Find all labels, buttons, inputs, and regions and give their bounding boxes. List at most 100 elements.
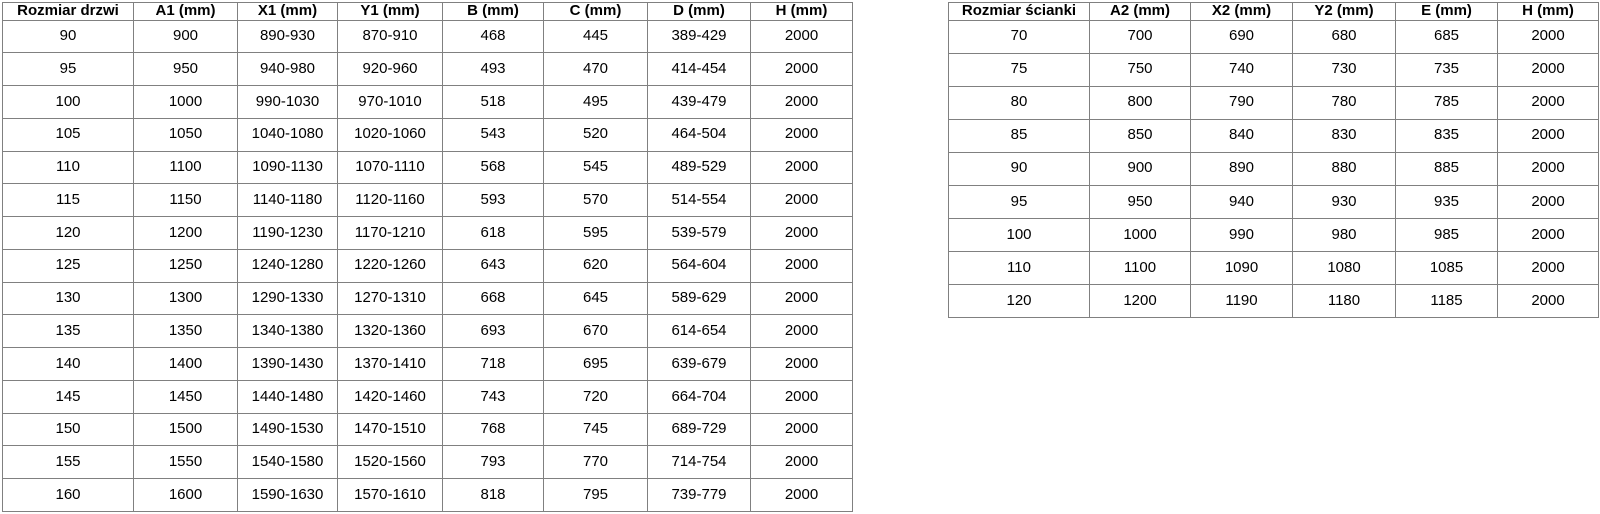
cell: 920-960 (337, 52, 443, 87)
cell: 90 (948, 151, 1090, 186)
cell: 990-1030 (237, 85, 338, 119)
cell: 545 (543, 150, 648, 185)
header-row: Rozmiar drzwi A1 (mm) X1 (mm) Y1 (mm) B (mm)… (2, 2, 853, 21)
cell: 940 (1190, 184, 1293, 219)
cell: 2000 (750, 248, 853, 283)
cell: 1270-1310 (337, 281, 443, 316)
cell: 120 (2, 216, 134, 250)
column-header: H (mm) (750, 2, 853, 21)
cell: 493 (442, 52, 544, 87)
cell: 2000 (750, 52, 853, 87)
table-row: 110 1100 1090 1080 1085 2000 (948, 250, 1599, 285)
cell: 1200 (1089, 283, 1191, 319)
cell: 570 (543, 183, 648, 218)
cell: 414-454 (647, 52, 751, 87)
column-header: X2 (mm) (1190, 2, 1293, 21)
column-header: D (mm) (647, 2, 751, 21)
cell: 935 (1395, 184, 1498, 219)
cell: 1000 (1089, 217, 1191, 252)
table-row: 90 900 890-930 870-910 468 445 389-429 2000 (2, 19, 853, 54)
cell: 100 (2, 85, 134, 119)
table-row: 150 1500 1490-1530 1470-1510 768 745 689-729 20… (2, 412, 853, 447)
cell: 1090-1130 (237, 150, 338, 185)
cell: 115 (2, 183, 134, 218)
cell: 110 (948, 250, 1090, 285)
cell: 795 (543, 478, 648, 512)
cell: 800 (1089, 85, 1191, 120)
cell: 670 (543, 314, 648, 349)
cell: 818 (442, 478, 544, 512)
cell: 593 (442, 183, 544, 218)
cell: 780 (1292, 85, 1396, 120)
table-row: 110 1100 1090-1130 1070-1110 568 545 489-529 20… (2, 150, 853, 185)
column-header: X1 (mm) (237, 2, 338, 21)
cell: 595 (543, 216, 648, 250)
cell: 885 (1395, 151, 1498, 186)
cell: 1450 (133, 379, 238, 414)
cell: 120 (948, 283, 1090, 319)
cell: 1320-1360 (337, 314, 443, 349)
cell: 880 (1292, 151, 1396, 186)
cell: 1020-1060 (337, 117, 443, 152)
cell: 70 (948, 19, 1090, 54)
cell: 389-429 (647, 19, 751, 54)
cell: 1185 (1395, 283, 1498, 319)
cell: 793 (442, 445, 544, 480)
cell: 2000 (750, 117, 853, 152)
cell: 1200 (133, 216, 238, 250)
cell: 890-930 (237, 19, 338, 54)
table-row: 160 1600 1590-1630 1570-1610 818 795 739-779 20… (2, 478, 853, 512)
column-header: Y1 (mm) (337, 2, 443, 21)
cell: 940-980 (237, 52, 338, 87)
cell: 720 (543, 379, 648, 414)
cell: 645 (543, 281, 648, 316)
cell: 2000 (1497, 85, 1599, 120)
cell: 514-554 (647, 183, 751, 218)
cell: 618 (442, 216, 544, 250)
cell: 130 (2, 281, 134, 316)
cell: 1150 (133, 183, 238, 218)
cell: 2000 (750, 445, 853, 480)
column-header: Y2 (mm) (1292, 2, 1396, 21)
table-row: 85 850 840 830 835 2000 (948, 118, 1599, 153)
table-row: 100 1000 990-1030 970-1010 518 495 439-479 2000 (2, 85, 853, 119)
cell: 518 (442, 85, 544, 119)
cell: 790 (1190, 85, 1293, 120)
column-header: C (mm) (543, 2, 648, 21)
cell: 2000 (1497, 52, 1599, 87)
cell: 95 (2, 52, 134, 87)
cell: 85 (948, 118, 1090, 153)
cell: 2000 (750, 19, 853, 54)
cell: 900 (1089, 151, 1191, 186)
cell: 2000 (1497, 151, 1599, 186)
cell: 770 (543, 445, 648, 480)
cell: 439-479 (647, 85, 751, 119)
cell: 1340-1380 (237, 314, 338, 349)
table-row: 105 1050 1040-1080 1020-1060 543 520 464-504 20… (2, 117, 853, 152)
cell: 850 (1089, 118, 1191, 153)
cell: 668 (442, 281, 544, 316)
cell: 100 (948, 217, 1090, 252)
cell: 930 (1292, 184, 1396, 219)
column-header: Rozmiar ścianki (948, 2, 1090, 21)
cell: 1570-1610 (337, 478, 443, 512)
cell: 2000 (750, 347, 853, 381)
cell: 95 (948, 184, 1090, 219)
cell: 950 (133, 52, 238, 87)
cell: 2000 (750, 379, 853, 414)
cell: 2000 (1497, 19, 1599, 54)
cell: 2000 (1497, 283, 1599, 319)
cell: 1470-1510 (337, 412, 443, 447)
cell: 2000 (750, 216, 853, 250)
cell: 568 (442, 150, 544, 185)
cell: 785 (1395, 85, 1498, 120)
cell: 1420-1460 (337, 379, 443, 414)
cell: 690 (1190, 19, 1293, 54)
header-row: Rozmiar ścianki A2 (mm) X2 (mm) Y2 (mm) E (m… (948, 2, 1599, 21)
cell: 1170-1210 (337, 216, 443, 250)
table-row: 90 900 890 880 885 2000 (948, 151, 1599, 186)
cell: 1085 (1395, 250, 1498, 285)
cell: 2000 (1497, 184, 1599, 219)
cell: 1120-1160 (337, 183, 443, 218)
table-row: 80 800 790 780 785 2000 (948, 85, 1599, 120)
